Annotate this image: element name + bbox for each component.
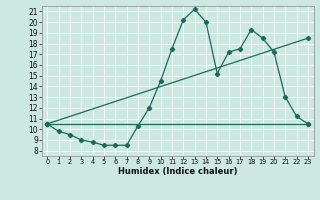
X-axis label: Humidex (Indice chaleur): Humidex (Indice chaleur) [118, 167, 237, 176]
